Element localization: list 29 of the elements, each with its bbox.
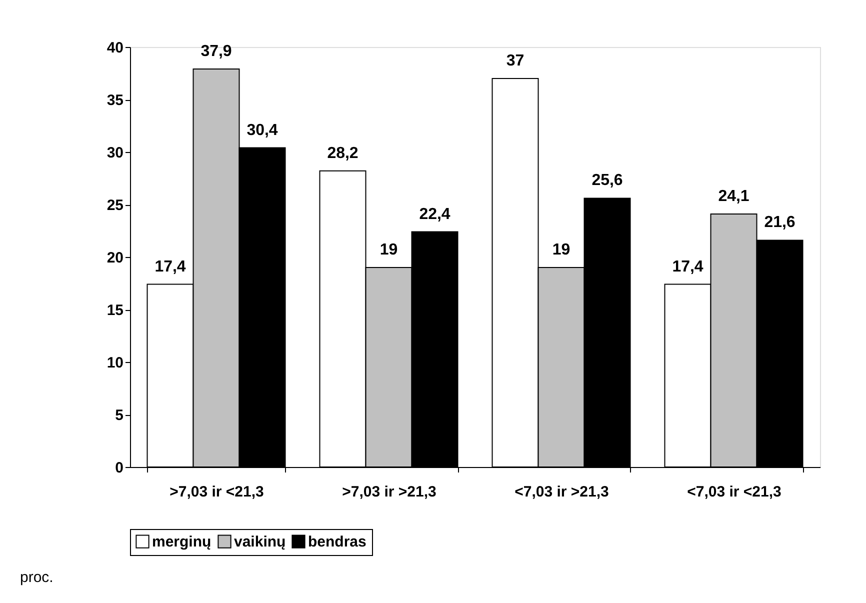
data-label: 25,6 [592,172,623,190]
y-tick-label: 30 [106,144,124,162]
y-tick-label: 15 [106,302,124,319]
data-label: 37 [506,52,524,70]
y-tick-label: 0 [115,460,124,476]
data-label: 22,4 [419,206,450,223]
y-tick-label: 5 [115,407,124,424]
x-tick-label: >7,03 ir >21,3 [342,484,436,500]
legend-label: bendras [308,534,366,551]
legend-label: merginų [152,534,212,551]
data-label: 19 [380,242,398,258]
data-label: 21,6 [764,214,796,232]
y-tick-label: 25 [106,197,124,214]
data-label: 17,4 [154,258,186,276]
data-label: 24,1 [718,188,750,205]
y-tick-label: 10 [106,354,124,372]
data-label: 19 [552,242,570,258]
y-tick-label: 40 [106,40,124,56]
data-label: 30,4 [246,122,278,139]
y-tick-label: 20 [106,250,124,266]
y-tick-label: 35 [106,92,124,109]
data-label: 28,2 [327,144,358,162]
data-label: 17,4 [672,258,704,276]
data-label: 37,9 [200,43,232,60]
text: proc. [20,569,54,586]
x-tick-label: >7,03 ir <21,3 [170,484,264,500]
x-tick-label: <7,03 ir >21,3 [514,484,609,500]
legend-label: vaikinų [234,534,286,551]
x-tick-label: <7,03 ir <21,3 [687,484,782,500]
